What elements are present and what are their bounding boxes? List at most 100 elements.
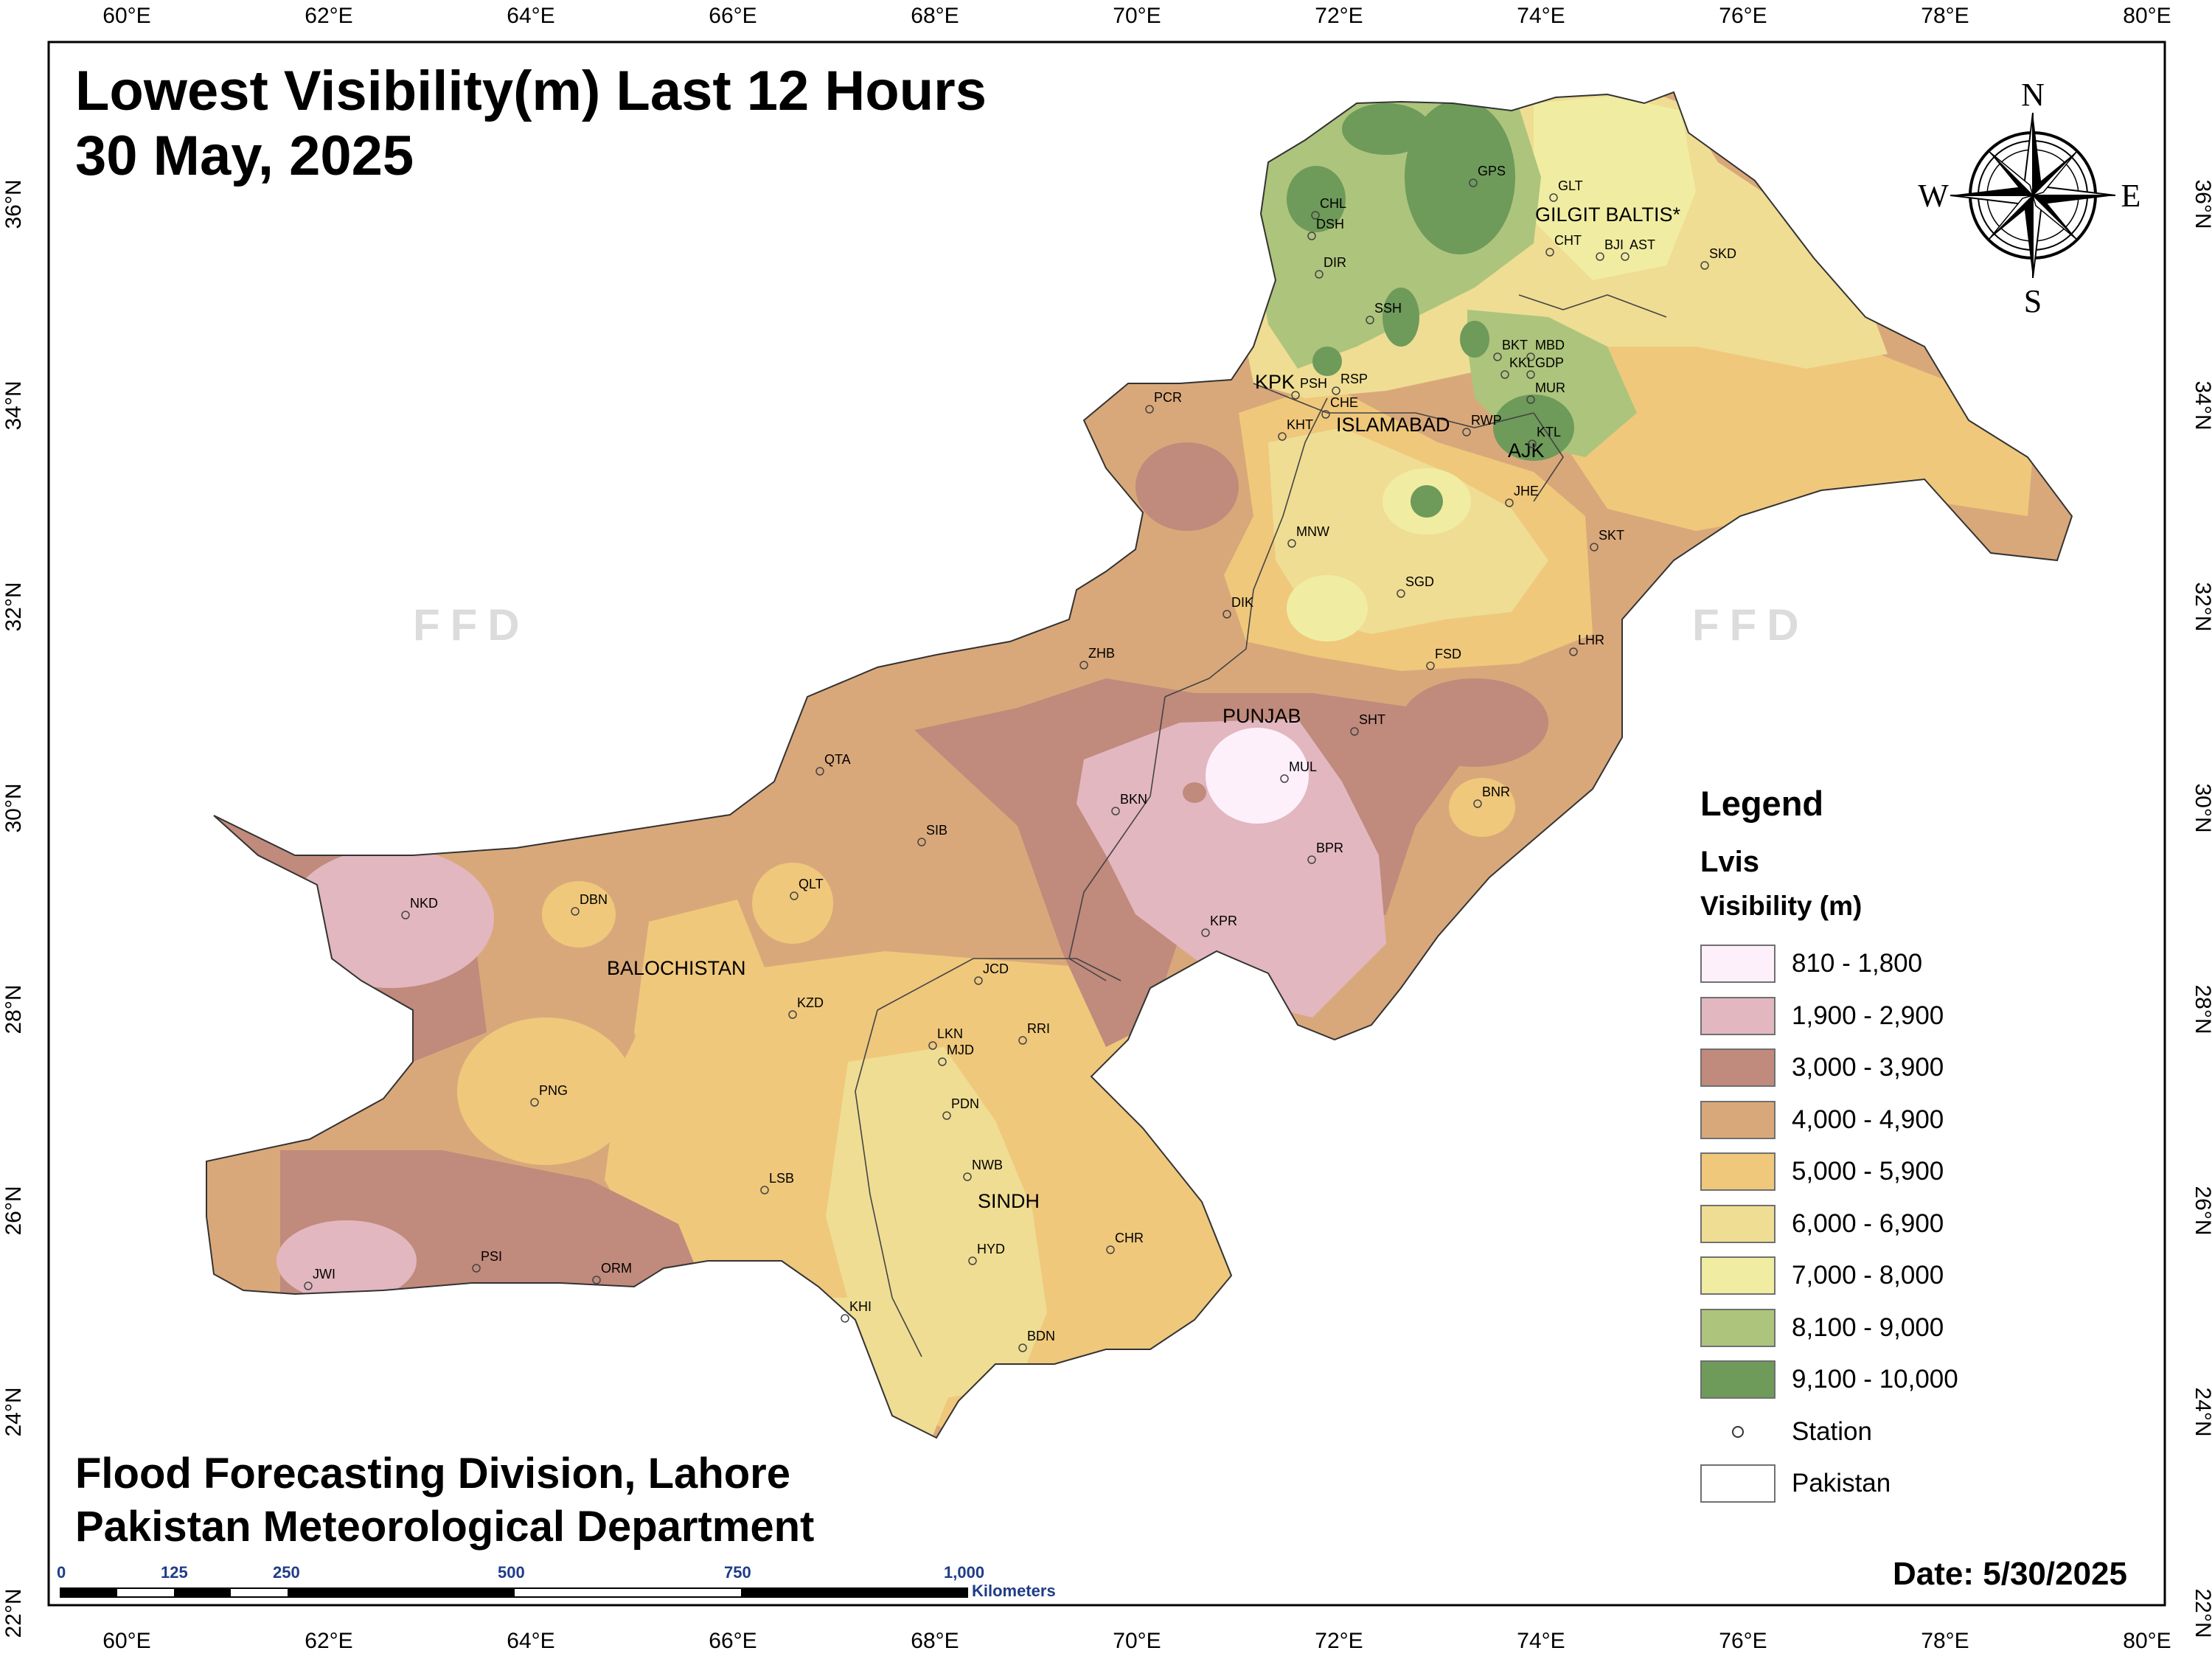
- station-marker-icon: [1493, 352, 1502, 361]
- longitude-label: 80°E: [2123, 4, 2171, 28]
- latitude-label: 36°N: [1, 179, 26, 229]
- region-label: SINDH: [978, 1190, 1040, 1212]
- map-title: Lowest Visibility(m) Last 12 Hours 30 Ma…: [75, 59, 987, 189]
- station-label: PSI: [481, 1249, 502, 1264]
- station-marker-icon: [1526, 370, 1535, 379]
- legend-swatch: [1700, 945, 1775, 984]
- latitude-label: 26°N: [1, 1186, 26, 1235]
- station-marker-icon: [401, 911, 410, 919]
- longitude-label: 76°E: [1719, 1629, 1767, 1653]
- legend-swatch: [1700, 1256, 1775, 1295]
- legend-station-row: Station: [1700, 1406, 2010, 1458]
- organization-line-1: Flood Forecasting Division, Lahore: [75, 1450, 790, 1498]
- station-label: RRI: [1027, 1021, 1050, 1036]
- station-marker-icon: [1106, 1245, 1115, 1254]
- station-marker-icon: [1018, 1036, 1027, 1045]
- station-marker-icon: [571, 907, 580, 916]
- legend-swatch: [1700, 1048, 1775, 1088]
- region-label: KPK: [1255, 371, 1295, 393]
- station-marker-icon: [472, 1264, 481, 1273]
- station-marker-icon: [815, 767, 824, 776]
- station-label: CHR: [1115, 1231, 1144, 1245]
- region-label: ISLAMABAD: [1336, 414, 1450, 436]
- station-label: ZHB: [1088, 646, 1115, 661]
- station-marker-icon: [1278, 432, 1287, 441]
- longitude-label: 66°E: [709, 1629, 757, 1653]
- station-marker-icon: [788, 1010, 797, 1019]
- north-arrow-icon: N E S W: [1918, 77, 2140, 319]
- legend-class-label: 1,900 - 2,900: [1792, 1001, 1944, 1030]
- station-label: LSB: [769, 1171, 794, 1186]
- station-label: DBN: [580, 892, 608, 907]
- station-marker-icon: [1462, 428, 1471, 437]
- latitude-label: 24°N: [1, 1387, 26, 1436]
- latitude-label: 28°N: [2191, 984, 2212, 1034]
- station-marker-icon: [1500, 370, 1509, 379]
- station-marker-icon: [1545, 248, 1554, 257]
- station-marker-icon: [1526, 352, 1535, 361]
- region-label: PUNJAB: [1222, 705, 1301, 727]
- station-label: MBD: [1535, 338, 1565, 352]
- legend-class-label: 4,000 - 4,900: [1792, 1105, 1944, 1134]
- station-label: MUL: [1289, 759, 1317, 774]
- legend-swatch: [1700, 1360, 1775, 1399]
- station-marker-icon: [1528, 439, 1537, 448]
- pakistan-boundary: [206, 91, 2073, 1439]
- station-symbol-icon: [1700, 1425, 1775, 1438]
- station-label: LKN: [937, 1026, 963, 1041]
- legend-class-label: 8,100 - 9,000: [1792, 1312, 1944, 1342]
- station-marker-icon: [1569, 647, 1578, 656]
- station-label: KTL: [1537, 425, 1561, 439]
- station-label: NKD: [410, 896, 438, 911]
- legend-class-row: 9,100 - 10,000: [1700, 1354, 2010, 1406]
- station-label: KHI: [849, 1299, 872, 1314]
- station-label: FSD: [1435, 647, 1461, 661]
- station-label: NWB: [972, 1158, 1003, 1172]
- organization-line-2: Pakistan Meteorological Department: [75, 1503, 815, 1551]
- station-label: DIR: [1324, 255, 1346, 270]
- station-label: ORM: [601, 1261, 632, 1276]
- longitude-label: 66°E: [709, 4, 757, 28]
- scale-tick-label: 500: [498, 1563, 525, 1582]
- station-label: KPR: [1210, 914, 1237, 928]
- station-label: BPR: [1316, 841, 1343, 855]
- longitude-label: 78°E: [1921, 1629, 1969, 1653]
- legend-boundary-label: Pakistan: [1792, 1469, 1891, 1498]
- station-label: GLT: [1558, 178, 1583, 193]
- legend-class-row: 6,000 - 6,900: [1700, 1198, 2010, 1251]
- scale-tick-label: 250: [273, 1563, 300, 1582]
- station-label: RSP: [1340, 372, 1368, 386]
- station-label: PCR: [1154, 390, 1182, 405]
- station-marker-icon: [1291, 391, 1300, 400]
- latitude-label: 22°N: [1, 1588, 26, 1638]
- latitude-label: 30°N: [1, 783, 26, 832]
- station-marker-icon: [963, 1172, 972, 1181]
- station-marker-icon: [1307, 232, 1316, 240]
- station-label: SSH: [1374, 301, 1402, 316]
- legend-class-row: 810 - 1,800: [1700, 938, 2010, 990]
- station-marker-icon: [1018, 1343, 1027, 1352]
- latitude-label: 24°N: [2191, 1387, 2212, 1436]
- organization-block: Flood Forecasting Division, Lahore Pakis…: [75, 1447, 814, 1554]
- station-label: LHR: [1578, 633, 1604, 647]
- station-label: BKT: [1502, 338, 1528, 352]
- station-label: QTA: [824, 752, 851, 767]
- legend: Legend Lvis Visibility (m) 810 - 1,800 1,…: [1700, 783, 2010, 1510]
- scale-tick-label: 125: [161, 1563, 188, 1582]
- graticule-labels: 60°E 60°E 62°E 62°E 64°E 64°E 66°E 66°E 68°E 68°E…: [1, 4, 2212, 1653]
- longitude-label: 68°E: [911, 4, 959, 28]
- legend-unit: Visibility (m): [1700, 891, 1863, 921]
- longitude-label: 70°E: [1113, 4, 1161, 28]
- station-label: JHE: [1514, 484, 1539, 498]
- legend-class-row: 8,100 - 9,000: [1700, 1302, 2010, 1354]
- station-marker-icon: [1222, 610, 1231, 619]
- station-marker-icon: [1505, 498, 1514, 507]
- latitude-label: 36°N: [2191, 179, 2212, 229]
- legend-heading: Legend: [1700, 784, 1824, 823]
- station-label: QLT: [799, 877, 824, 891]
- station-label: CHT: [1554, 233, 1582, 248]
- station-marker-icon: [1473, 799, 1482, 808]
- scale-unit-label: Kilometers: [972, 1582, 1056, 1600]
- station-marker-icon: [1700, 261, 1709, 270]
